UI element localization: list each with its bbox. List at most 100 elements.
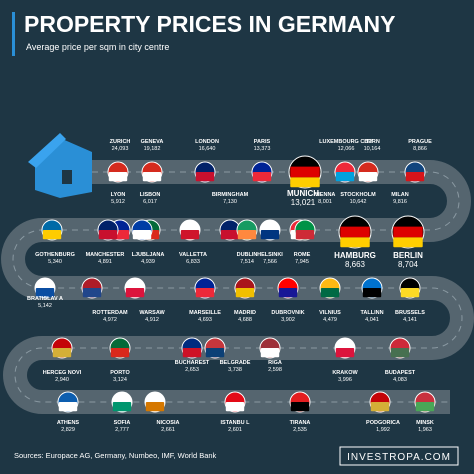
city-name: HELSINKI (257, 252, 283, 258)
flag-stripe (358, 172, 378, 182)
flag-stripe (390, 348, 410, 358)
city-price: 8,001 (318, 199, 332, 205)
city-name: PODGORICA (366, 420, 400, 426)
city-price: 6,833 (186, 259, 200, 265)
city-price: 4,083 (393, 377, 407, 383)
city-name: LJUBLJANA (132, 252, 165, 258)
city-price: 4,693 (198, 317, 212, 323)
flag-stripe (205, 348, 225, 358)
city-name: MILAN (391, 192, 408, 198)
sources: Sources: Europace AG, Germany, Numbeo, I… (14, 451, 217, 460)
flag-stripe (340, 237, 370, 248)
city-name: MARSEILLE (189, 310, 221, 316)
flag-stripe (220, 230, 240, 240)
city-name: LYON (111, 192, 126, 198)
city-name: PRAGUE (408, 139, 432, 145)
city-price: 4,041 (365, 317, 379, 323)
city-name: BUDAPEST (385, 370, 416, 376)
city-price: 3,996 (338, 377, 352, 383)
city-price: 2,535 (293, 427, 307, 433)
city-name: KRAKOW (332, 370, 358, 376)
flag-stripe (335, 172, 355, 182)
city-name: DUBROVNIK (271, 310, 304, 316)
city-name: HERCEG NOVI (43, 370, 82, 376)
flag-stripe (145, 402, 165, 412)
flag-stripe (52, 348, 72, 358)
flag-stripe (400, 288, 420, 298)
flag-stripe (195, 172, 215, 182)
city-price: 4,688 (238, 317, 252, 323)
flag-stripe (370, 402, 390, 412)
city-price: 2,653 (185, 367, 199, 373)
city-price: 10,642 (350, 199, 367, 205)
flag-stripe (112, 402, 132, 412)
city-price: 12,066 (338, 146, 355, 152)
flag-stripe (225, 402, 245, 412)
flag-stripe (35, 288, 55, 298)
city-price: 13,373 (254, 146, 271, 152)
flag-stripe (295, 230, 315, 240)
city-price: 4,939 (141, 259, 155, 265)
city-price: 8,704 (398, 260, 419, 269)
city-price: 1,963 (418, 427, 432, 433)
flag-stripe (108, 172, 128, 182)
city-name: HAMBURG (334, 251, 376, 260)
city-price: 2,829 (61, 427, 75, 433)
city-name: MINSK (416, 420, 434, 426)
city-name: ROME (294, 252, 311, 258)
city-price: 3,124 (113, 377, 127, 383)
city-price: 16,640 (199, 146, 216, 152)
flag-stripe (260, 230, 280, 240)
city-price: 5,142 (38, 303, 52, 309)
city-price: 7,945 (295, 259, 309, 265)
city-price: 7,566 (263, 259, 277, 265)
brand: INVESTROPA.COM (347, 452, 451, 463)
city-name: BUCHAREST (175, 360, 210, 366)
flag-stripe (335, 348, 355, 358)
city-name: MUNICH (287, 189, 319, 198)
city-name: TALLINN (360, 310, 383, 316)
city-name: BIRMINGHAM (212, 192, 249, 198)
flag-stripe (290, 177, 320, 188)
flag-stripe (195, 288, 215, 298)
flag-stripe (340, 226, 370, 238)
city-price: 1,992 (376, 427, 390, 433)
city-price: 2,598 (268, 367, 282, 373)
city-name: ATHENS (57, 420, 80, 426)
house-icon (28, 133, 92, 198)
city-price: 24,093 (112, 146, 129, 152)
flag-stripe (182, 348, 202, 358)
city-price: 10,164 (364, 146, 381, 152)
city-price: 13,021 (291, 198, 316, 207)
city-price: 4,479 (323, 317, 337, 323)
accent-bar (12, 12, 15, 56)
city-name: PORTO (110, 370, 130, 376)
city-price: 4,912 (145, 317, 159, 323)
city-name: GOTHENBURG (35, 252, 75, 258)
flag-stripe (110, 348, 130, 358)
flag-stripe (125, 288, 145, 298)
city-name: ISTANBU L (221, 420, 251, 426)
city-name: TIRANA (290, 420, 311, 426)
title: PROPERTY PRICES IN GERMANY (24, 11, 395, 37)
city-price: 19,182 (144, 146, 161, 152)
city-price: 8,866 (413, 146, 427, 152)
flag-stripe (393, 226, 423, 238)
flag-stripe (260, 348, 280, 358)
flag-stripe (180, 230, 200, 240)
city-price: 2,661 (161, 427, 175, 433)
flag-stripe (393, 237, 423, 248)
city-name: VILNIUS (319, 310, 341, 316)
flag-stripe (320, 288, 340, 298)
flag-stripe (98, 230, 118, 240)
flag-stripe (290, 166, 320, 178)
city-name: BRATISLAV A (27, 296, 63, 302)
city-price: 5,340 (48, 259, 62, 265)
city-name: SOFIA (114, 420, 131, 426)
city-price: 4,141 (403, 317, 417, 323)
flag-stripe (252, 172, 272, 182)
flag-stripe (132, 230, 152, 240)
city-name: ROTTERDAM (92, 310, 128, 316)
